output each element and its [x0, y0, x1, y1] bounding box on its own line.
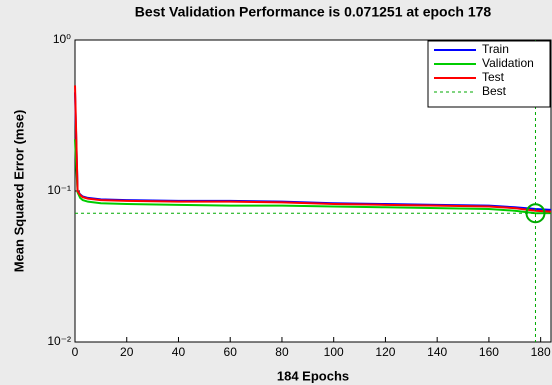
legend-label: Validation [482, 56, 534, 70]
legend-label: Test [482, 70, 505, 84]
x-tick-label: 180 [531, 345, 551, 359]
y-tick-label: 10⁻¹ [47, 183, 71, 197]
x-axis-label: 184 Epochs [277, 368, 349, 383]
x-tick-label: 60 [224, 345, 238, 359]
legend-label: Train [482, 42, 509, 56]
series-line [74, 85, 552, 213]
x-tick-label: 80 [275, 345, 289, 359]
x-tick-label: 120 [375, 345, 395, 359]
y-tick-label: 10⁰ [53, 32, 71, 46]
legend-label: Best [482, 84, 507, 98]
x-tick-label: 20 [120, 345, 134, 359]
x-tick-label: 140 [427, 345, 447, 359]
y-tick-label: 10⁻² [47, 334, 71, 348]
x-tick-label: 100 [324, 345, 344, 359]
x-tick-label: 0 [72, 345, 79, 359]
x-tick-label: 40 [172, 345, 186, 359]
legend-box [427, 40, 551, 108]
series-line [74, 139, 552, 215]
chart-title: Best Validation Performance is 0.071251 … [135, 4, 492, 20]
y-axis-label: Mean Squared Error (mse) [11, 110, 26, 273]
x-tick-label: 160 [479, 345, 499, 359]
best-marker [525, 203, 546, 224]
